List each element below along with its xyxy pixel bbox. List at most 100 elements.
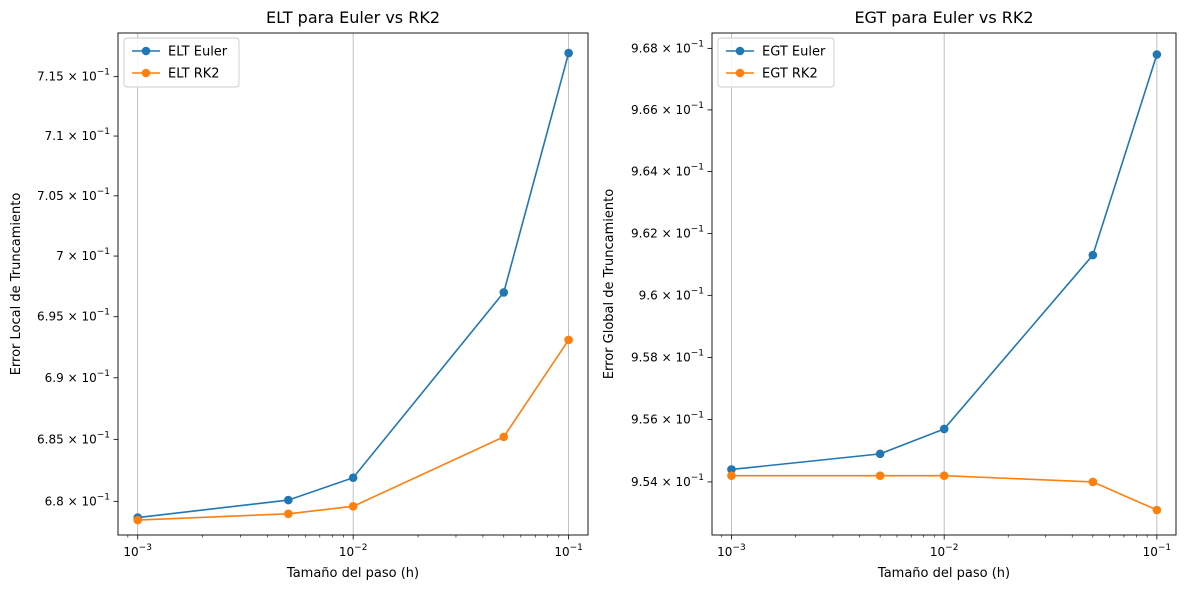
x-tick-label-exponent: −2 xyxy=(354,543,367,553)
y-tick-label-exponent: −1 xyxy=(97,308,110,318)
y-tick-label-times-ten: × 10 xyxy=(658,41,691,55)
legend-marker-1 xyxy=(735,46,745,56)
y-tick-label-mantissa: 6.95 xyxy=(37,310,64,324)
y-tick-label: 9.54 × 10−1 xyxy=(631,473,704,489)
y-tick-label-exponent: −1 xyxy=(97,68,110,78)
y-tick-label-exponent: −1 xyxy=(691,224,704,234)
y-tick-label-mantissa: 9.6 xyxy=(639,288,658,302)
data-point xyxy=(284,495,293,505)
x-tick-label-base: 10 xyxy=(339,545,354,559)
data-point xyxy=(727,465,736,474)
y-tick-label: 6.95 × 10−1 xyxy=(37,308,110,324)
x-tick-label-base: 10 xyxy=(1143,545,1158,559)
y-tick-label: 7.05 × 10−1 xyxy=(37,187,110,203)
y-tick-label-mantissa: 6.85 xyxy=(37,432,64,446)
data-point xyxy=(939,424,949,434)
legend-marker-2 xyxy=(141,68,151,78)
x-axis-label: Tamaño del paso (h) xyxy=(286,566,419,581)
chart-1: 10−3 10−2 10−16.8 × 10−16.85 × 10−16.9 × 1… xyxy=(9,8,589,581)
y-tick-label: 9.68 × 10−1 xyxy=(631,39,704,55)
chart-title: EGT para Euler vs RK2 xyxy=(854,8,1033,27)
y-tick-label-times-ten: × 10 xyxy=(658,165,691,179)
legend-label-1: ELT Euler xyxy=(168,45,228,60)
x-tick-label-base: 10 xyxy=(123,545,138,559)
y-tick-label-times-ten: × 10 xyxy=(64,310,97,324)
x-tick-label: 10−1 xyxy=(1143,543,1172,559)
y-tick-label-times-ten: × 10 xyxy=(658,103,691,117)
x-tick-label: 10−1 xyxy=(554,543,583,559)
y-tick-label-times-ten: × 10 xyxy=(64,129,97,143)
y-tick-label-exponent: −1 xyxy=(691,348,704,358)
y-tick-label-mantissa: 7.15 xyxy=(37,70,64,84)
data-point xyxy=(133,515,143,525)
x-tick-label: 10−3 xyxy=(123,543,152,559)
x-tick-label-exponent: −3 xyxy=(732,543,745,553)
data-point xyxy=(284,509,293,519)
y-tick-label-exponent: −1 xyxy=(97,187,110,197)
y-tick-label: 7.1 × 10−1 xyxy=(45,127,110,143)
y-tick-label-mantissa: 9.66 xyxy=(631,103,658,117)
y-tick-label-exponent: −1 xyxy=(691,473,704,483)
data-point xyxy=(875,449,885,459)
y-tick-label-mantissa: 9.62 xyxy=(631,226,658,240)
y-tick-label: 9.66 × 10−1 xyxy=(631,101,704,117)
legend: EGT Euler EGT RK2 xyxy=(717,37,835,88)
y-tick-label-exponent: −1 xyxy=(97,369,110,379)
y-tick-label-mantissa: 7.05 xyxy=(37,189,64,203)
x-tick-label-base: 10 xyxy=(554,545,569,559)
x-tick-label-base: 10 xyxy=(717,545,732,559)
y-tick-label-exponent: −1 xyxy=(691,101,704,111)
y-tick-label-times-ten: × 10 xyxy=(658,288,691,302)
data-point xyxy=(348,502,358,511)
legend-label-1: EGT Euler xyxy=(762,45,826,60)
y-tick-label-mantissa: 9.58 xyxy=(631,350,658,364)
data-point xyxy=(875,471,885,480)
data-point xyxy=(1088,477,1098,487)
legend-marker-2 xyxy=(735,68,745,78)
x-tick-label-exponent: −1 xyxy=(570,543,583,553)
y-tick-label-times-ten: × 10 xyxy=(64,70,97,84)
y-tick-label: 6.8 × 10−1 xyxy=(45,492,110,508)
y-axis-label: Error Global de Truncamiento xyxy=(602,189,617,379)
y-tick-label-mantissa: 6.8 xyxy=(45,494,64,508)
chart-2: 10−3 10−2 10−19.54 × 10−19.56 × 10−19.58 ×… xyxy=(602,8,1177,581)
data-point xyxy=(1152,50,1162,59)
y-tick-label-exponent: −1 xyxy=(691,411,704,421)
y-tick-label-times-ten: × 10 xyxy=(64,494,97,508)
y-tick-label-times-ten: × 10 xyxy=(64,189,97,203)
y-tick-label-exponent: −1 xyxy=(97,492,110,502)
x-tick-label: 10−2 xyxy=(930,543,959,559)
y-tick-label: 6.85 × 10−1 xyxy=(37,430,110,446)
x-tick-label: 10−2 xyxy=(339,543,368,559)
legend-label-2: ELT RK2 xyxy=(168,67,220,82)
y-tick-label-exponent: −1 xyxy=(97,127,110,137)
y-tick-label-mantissa: 9.68 xyxy=(631,41,658,55)
y-tick-label-times-ten: × 10 xyxy=(658,475,691,489)
y-tick-label-times-ten: × 10 xyxy=(64,371,97,385)
data-point xyxy=(939,471,949,480)
data-point xyxy=(1088,250,1098,260)
legend-label-2: EGT RK2 xyxy=(762,67,818,82)
data-point xyxy=(348,473,358,483)
y-tick-label: 9.6 × 10−1 xyxy=(639,286,704,302)
y-tick-label-mantissa: 9.56 xyxy=(631,413,658,427)
y-axis-label: Error Local de Truncamiento xyxy=(9,193,24,376)
y-tick-label-exponent: −1 xyxy=(691,286,704,296)
data-point xyxy=(564,48,573,58)
y-tick-label-mantissa: 7 xyxy=(56,249,64,263)
y-tick-label-exponent: −1 xyxy=(691,163,704,173)
y-tick-label-times-ten: × 10 xyxy=(658,226,691,240)
y-tick-label-times-ten: × 10 xyxy=(64,249,97,263)
x-tick-label-exponent: −3 xyxy=(139,543,152,553)
x-axis-label: Tamaño del paso (h) xyxy=(877,566,1010,581)
y-tick-label-times-ten: × 10 xyxy=(64,432,97,446)
y-tick-label-times-ten: × 10 xyxy=(658,413,691,427)
y-tick-label: 9.56 × 10−1 xyxy=(631,411,704,427)
legend-marker-1 xyxy=(141,46,151,56)
x-tick-label-base: 10 xyxy=(930,545,945,559)
x-tick-label: 10−3 xyxy=(717,543,746,559)
axes-frame xyxy=(711,32,1177,536)
data-point xyxy=(727,471,736,480)
x-tick-label-exponent: −2 xyxy=(945,543,958,553)
